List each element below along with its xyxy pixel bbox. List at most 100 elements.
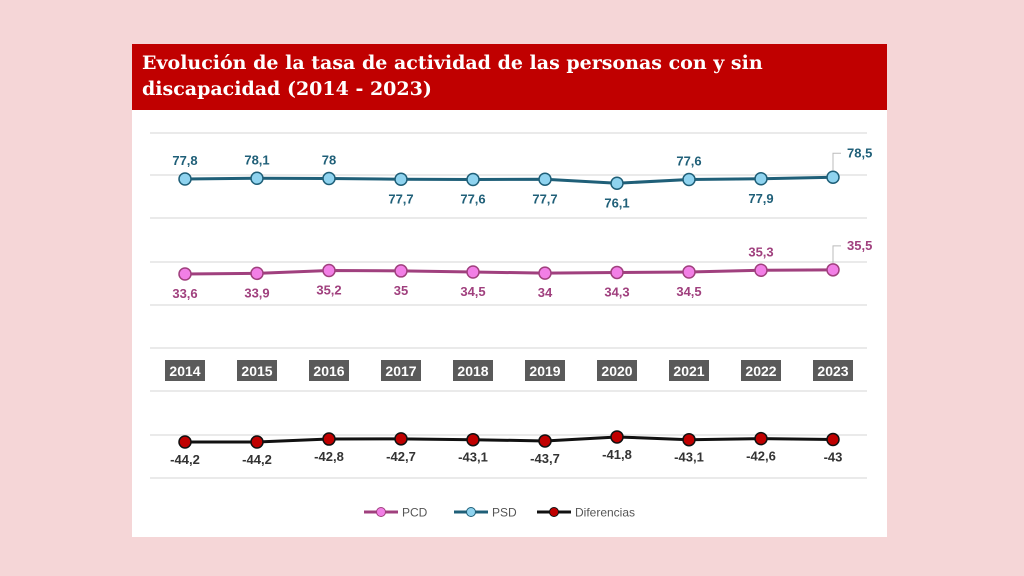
data-point	[322, 432, 336, 446]
data-label: -42,8	[314, 449, 344, 464]
data-label: 77,8	[172, 153, 197, 168]
data-label: 78,1	[244, 152, 269, 167]
data-point	[322, 263, 336, 278]
data-label: -44,2	[170, 452, 200, 467]
data-label: 77,7	[388, 191, 413, 206]
year-label-bg	[525, 360, 565, 381]
data-point	[394, 432, 408, 446]
year-label-bg	[309, 360, 349, 381]
data-point	[178, 435, 192, 449]
year-label: 2021	[673, 363, 704, 379]
legend-label: PSD	[492, 506, 517, 520]
data-point	[322, 171, 336, 186]
data-point	[682, 432, 696, 447]
data-label: 76,1	[604, 195, 629, 210]
data-label: 34	[538, 285, 553, 300]
data-point	[178, 267, 192, 281]
year-label-bg	[381, 360, 421, 381]
year-label: 2019	[529, 363, 560, 379]
data-point	[466, 172, 480, 187]
year-label-bg	[237, 360, 277, 381]
series-line	[184, 268, 834, 276]
year-label: 2016	[313, 363, 344, 379]
data-label: 35	[394, 283, 408, 298]
legend-marker	[376, 507, 386, 517]
year-label: 2022	[745, 363, 776, 379]
data-label: -41,8	[602, 447, 632, 462]
data-label: 77,9	[748, 191, 773, 206]
chart-title: Evolución de la tasa de actividad de las…	[142, 52, 763, 100]
data-label: 35,2	[316, 282, 341, 297]
data-label: 33,6	[172, 286, 197, 301]
leader-line	[832, 152, 841, 171]
data-label: 78,5	[847, 145, 872, 160]
data-point	[178, 172, 192, 186]
data-label: 34,5	[460, 284, 485, 299]
series-line	[184, 175, 834, 185]
series-psd: 77,8 78,1 78 77,7 77,6 77,7 76,1 77,6 77,9 78,5	[172, 145, 872, 210]
data-label: 77,6	[460, 192, 485, 207]
data-point	[250, 266, 264, 281]
data-point	[250, 435, 264, 449]
year-label-bg	[453, 360, 493, 381]
year-label: 2020	[601, 363, 632, 379]
year-label-bg	[813, 360, 853, 381]
data-point	[826, 432, 840, 447]
data-point	[826, 263, 840, 277]
data-label: -42,6	[746, 449, 776, 464]
data-label: 34,3	[604, 284, 629, 299]
data-point	[610, 430, 624, 444]
data-point	[538, 266, 552, 280]
legend-label: Diferencias	[575, 506, 635, 520]
data-point	[250, 171, 264, 185]
data-point	[754, 172, 768, 186]
data-point	[754, 431, 768, 446]
year-label: 2017	[385, 363, 416, 379]
year-label: 2014	[169, 363, 200, 379]
data-label: -42,7	[386, 449, 416, 464]
legend-marker	[549, 507, 559, 517]
data-point	[610, 176, 624, 190]
data-point	[394, 264, 408, 278]
data-label: 33,9	[244, 285, 269, 300]
legend-item-psd: PSD	[454, 506, 517, 520]
data-point	[466, 432, 480, 447]
legend-item-pcd: PCD	[364, 506, 428, 520]
year-label: 2018	[457, 363, 488, 379]
legend-item-diferencias: Diferencias	[537, 506, 635, 520]
line-chart: 2014 2015 2016 2017 2018 2019 2020 2021 2022 2023…	[150, 132, 872, 520]
chart-card: Evolución de la tasa de actividad de las…	[132, 44, 887, 537]
data-point	[682, 172, 696, 187]
year-label-bg	[165, 360, 205, 381]
legend-label: PCD	[402, 506, 428, 520]
year-label-bg	[741, 360, 781, 381]
data-label: -43,7	[530, 451, 560, 466]
data-point	[394, 172, 408, 186]
data-label: 34,5	[676, 284, 701, 299]
data-label: 78	[322, 153, 336, 168]
data-point	[538, 172, 552, 186]
series-pcd: 33,6 33,9 35,2 35 34,5 34 34,3 34,5 35,3 35,5	[172, 238, 872, 301]
chart-header: Evolución de la tasa de actividad de las…	[132, 44, 887, 110]
legend-marker	[466, 507, 476, 517]
data-point	[610, 265, 624, 280]
data-label: -43,1	[674, 450, 704, 465]
year-label-bg	[597, 360, 637, 381]
data-label: -44,2	[242, 452, 272, 467]
year-label-bg	[669, 360, 709, 381]
data-label: 35,3	[748, 244, 773, 259]
series-diferencias: -44,2 -44,2 -42,8 -42,7 -43,1 -43,7 -41,8 -43,1…	[170, 430, 843, 467]
data-label: 35,5	[847, 238, 872, 253]
data-point	[466, 265, 480, 279]
data-point	[538, 434, 552, 448]
year-label: 2015	[241, 363, 272, 379]
data-point	[754, 263, 768, 278]
year-label: 2023	[817, 363, 848, 379]
data-point	[682, 265, 696, 279]
series-line	[185, 435, 834, 444]
data-label: -43	[824, 449, 843, 464]
data-point	[826, 170, 840, 184]
data-label: 77,7	[532, 191, 557, 206]
data-label: 77,6	[676, 154, 701, 169]
leader-line	[832, 245, 841, 263]
